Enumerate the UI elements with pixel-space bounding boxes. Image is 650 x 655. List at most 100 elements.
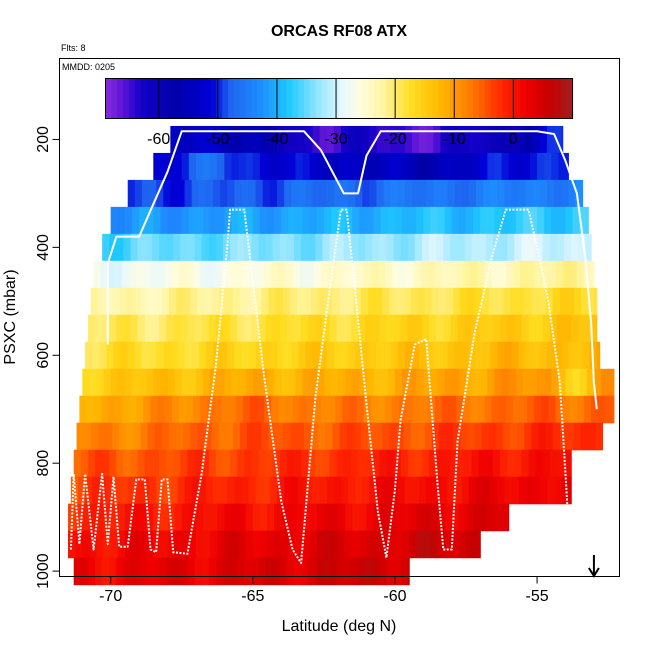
heatmap-cell — [252, 368, 261, 397]
heatmap-cell — [379, 233, 388, 262]
heatmap-cell — [453, 422, 461, 451]
heatmap-cell — [191, 341, 200, 370]
heatmap-cell — [515, 368, 524, 397]
colorbar-segment — [140, 78, 147, 119]
heatmap-cell — [423, 368, 432, 397]
heatmap-cell — [133, 422, 142, 451]
colorbar-segment — [245, 78, 253, 119]
heatmap-cell — [116, 233, 125, 262]
heatmap-cell — [386, 314, 395, 343]
heatmap-cell — [511, 179, 520, 208]
heatmap-cell — [608, 368, 615, 397]
colorbar-segment — [152, 78, 159, 119]
heatmap-cell — [485, 314, 494, 343]
heatmap-cell — [494, 152, 503, 181]
heatmap-cell — [583, 395, 592, 424]
heatmap-cell — [451, 368, 460, 397]
heatmap-cell — [156, 179, 164, 208]
heatmap-cell — [497, 179, 505, 208]
heatmap-cell — [457, 233, 466, 262]
heatmap-cell — [119, 287, 127, 316]
heatmap-cell — [267, 530, 275, 559]
heatmap-cell — [549, 449, 558, 478]
heatmap-cell — [504, 179, 513, 208]
heatmap-cell — [528, 314, 537, 343]
heatmap-cell — [291, 179, 299, 208]
heatmap-cell — [130, 557, 139, 586]
heatmap-cell — [568, 476, 572, 505]
y-tick-label: 1000 — [35, 553, 52, 589]
heatmap-cell — [153, 152, 162, 181]
heatmap-cell — [454, 341, 463, 370]
heatmap-cell — [302, 206, 311, 235]
heatmap-cell — [268, 287, 277, 316]
heatmap-cell — [423, 503, 432, 532]
heatmap-cell — [409, 530, 417, 559]
colorbar-segment — [175, 78, 182, 119]
heatmap-cell — [330, 503, 339, 532]
heatmap-cell — [521, 233, 530, 262]
heatmap-cell — [345, 152, 353, 181]
heatmap-cell — [177, 125, 186, 154]
heatmap-cell — [187, 557, 196, 586]
heatmap-cell — [123, 557, 132, 586]
heatmap-cell — [414, 314, 423, 343]
heatmap-cell — [122, 260, 130, 289]
heatmap-cell — [141, 341, 150, 370]
heatmap-cell — [386, 449, 395, 478]
heatmap-cell — [244, 449, 252, 478]
heatmap-cell — [393, 233, 402, 262]
heatmap-cell — [230, 314, 238, 343]
heatmap-cell — [326, 179, 335, 208]
heatmap-cell — [268, 422, 277, 451]
heatmap-cell — [141, 179, 150, 208]
heatmap-cell — [301, 557, 309, 586]
heatmap-cell — [210, 206, 218, 235]
colorbar-segment — [356, 78, 363, 119]
heatmap-cell — [173, 557, 181, 586]
heatmap-cell — [542, 314, 551, 343]
heatmap-cell — [568, 341, 577, 370]
heatmap-cell — [294, 557, 302, 586]
heatmap-cell — [566, 422, 575, 451]
heatmap-cell — [231, 530, 240, 559]
heatmap-cell — [302, 530, 311, 559]
heatmap-cell — [237, 314, 245, 343]
heatmap-cell — [468, 179, 477, 208]
heatmap-cell — [574, 287, 582, 316]
heatmap-cell — [257, 395, 265, 424]
heatmap-cell — [505, 395, 514, 424]
heatmap-cell — [527, 395, 535, 424]
heatmap-cell — [434, 395, 443, 424]
heatmap-cell — [75, 503, 83, 532]
heatmap-cell — [127, 341, 136, 370]
colorbar-segment — [321, 78, 328, 119]
heatmap-cell — [554, 125, 562, 154]
heatmap-cell — [397, 125, 406, 154]
heatmap-cell — [110, 368, 119, 397]
colorbar-segment — [350, 78, 358, 119]
heatmap-cell — [120, 341, 129, 370]
colorbar-segment — [368, 78, 375, 119]
heatmap-cell — [218, 422, 227, 451]
heatmap-cell — [437, 368, 446, 397]
heatmap-cell — [295, 503, 304, 532]
heatmap-cell — [315, 314, 324, 343]
heatmap-cell — [514, 314, 523, 343]
flight-track-upper-line — [106, 130, 598, 410]
heatmap-cell — [255, 179, 264, 208]
heatmap-cell — [497, 125, 505, 154]
heatmap-cell — [326, 125, 335, 154]
colorbar-segment — [566, 78, 574, 119]
heatmap-cell — [227, 476, 235, 505]
heatmap-cell — [564, 449, 572, 478]
heatmap-cell — [245, 530, 254, 559]
flight-track-group — [69, 130, 598, 564]
heatmap-cell — [213, 476, 221, 505]
heatmap-cell — [241, 476, 250, 505]
heatmap-cell — [532, 179, 541, 208]
heatmap-cell — [393, 449, 402, 478]
heatmap-cell — [487, 503, 496, 532]
heatmap-cell — [411, 341, 420, 370]
heatmap-cell — [454, 179, 463, 208]
